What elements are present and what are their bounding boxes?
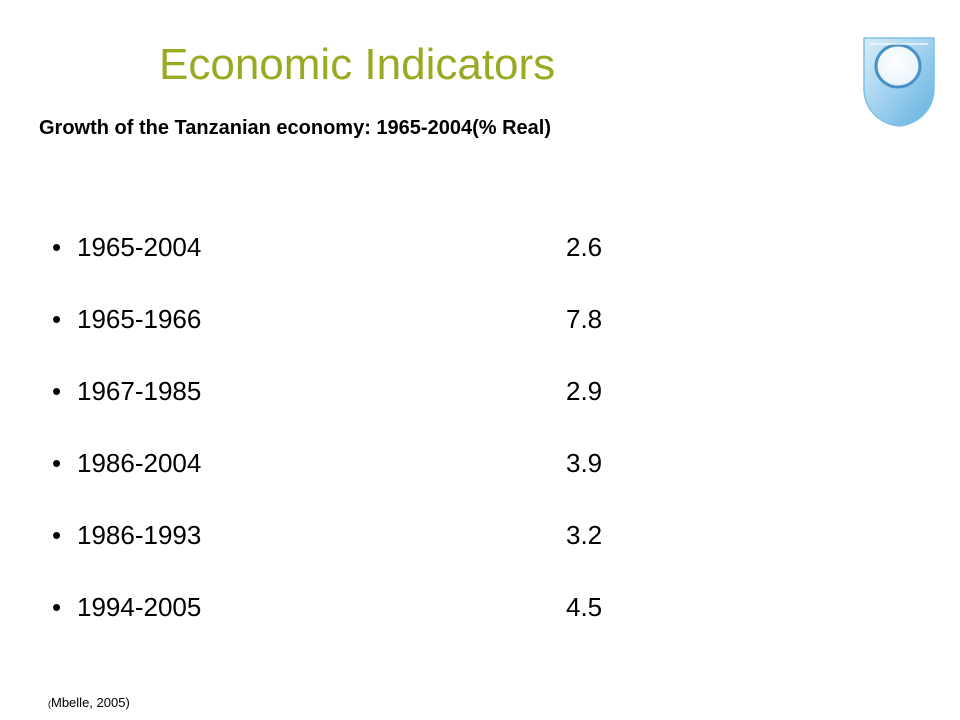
- source-open-paren: (: [48, 699, 51, 709]
- growth-value: 3.9: [566, 448, 603, 478]
- growth-value: 2.9: [566, 376, 603, 406]
- period-label: 1986-2004: [77, 448, 202, 478]
- period-label: 1965-1966: [77, 304, 202, 334]
- bullet-icon: •: [52, 592, 62, 622]
- growth-rate-list: • 1965-2004 2.6 • 1965-1966 7.8 • 1967-1985 2.9 •…: [52, 226, 652, 658]
- logo-shield-icon: [863, 37, 935, 127]
- list-item: • 1965-1966 7.8: [52, 298, 652, 370]
- growth-value: 2.6: [566, 232, 603, 262]
- period-label: 1986-1993: [77, 520, 202, 550]
- slide-title: Economic Indicators: [159, 40, 556, 89]
- period-label: 1967-1985: [77, 376, 202, 406]
- bullet-icon: •: [52, 232, 62, 262]
- growth-value: 7.8: [566, 304, 603, 334]
- period-label: 1965-2004: [77, 232, 202, 262]
- list-item: • 1967-1985 2.9: [52, 370, 652, 442]
- bullet-icon: •: [52, 448, 62, 478]
- bullet-icon: •: [52, 376, 62, 406]
- source-text: Mbelle, 2005): [51, 695, 130, 710]
- list-item: • 1986-1993 3.2: [52, 514, 652, 586]
- bullet-icon: •: [52, 304, 62, 334]
- bullet-icon: •: [52, 520, 62, 550]
- list-item: • 1965-2004 2.6: [52, 226, 652, 298]
- growth-value: 4.5: [566, 592, 603, 622]
- period-label: 1994-2005: [77, 592, 202, 622]
- slide-subtitle: Growth of the Tanzanian economy: 1965-20…: [39, 117, 551, 139]
- growth-value: 3.2: [566, 520, 603, 550]
- list-item: • 1994-2005 4.5: [52, 586, 652, 658]
- source-citation: (Mbelle, 2005): [48, 694, 130, 713]
- list-item: • 1986-2004 3.9: [52, 442, 652, 514]
- open-university-logo-icon: [862, 36, 936, 128]
